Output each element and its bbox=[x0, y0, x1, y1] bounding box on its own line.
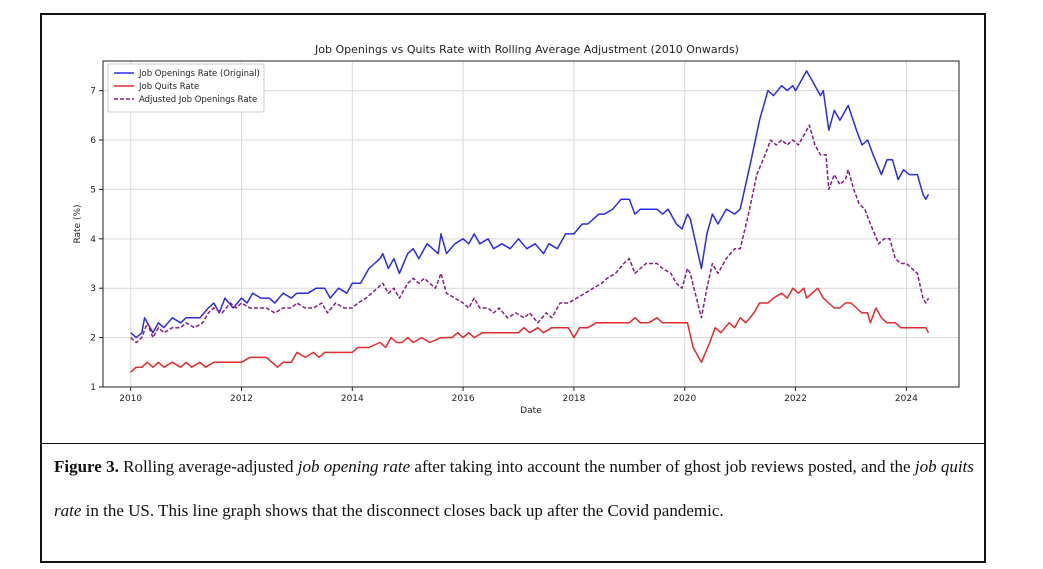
y-tick-label: 6 bbox=[90, 136, 96, 146]
line-chart: Job Openings vs Quits Rate with Rolling … bbox=[73, 43, 960, 416]
caption-italic-job-opening-rate: job opening rate bbox=[297, 457, 411, 476]
series-line-adjusted bbox=[130, 124, 930, 344]
y-tick-label: 5 bbox=[90, 185, 96, 195]
x-tick-label: 2012 bbox=[230, 394, 253, 404]
y-tick-label: 3 bbox=[90, 284, 96, 294]
caption-text-3: in the US. This line graph shows that th… bbox=[81, 500, 724, 520]
caption-text-1: Rolling average-adjusted bbox=[118, 457, 298, 476]
y-tick-label: 7 bbox=[90, 87, 96, 97]
y-tick-label: 4 bbox=[90, 235, 96, 245]
legend-label-quits: Job Quits Rate bbox=[138, 82, 199, 92]
legend: Job Openings Rate (Original) Job Quits R… bbox=[107, 63, 265, 113]
x-tick-label: 2014 bbox=[341, 394, 364, 404]
chart-title: Job Openings vs Quits Rate with Rolling … bbox=[314, 43, 739, 56]
x-tick-label: 2016 bbox=[452, 394, 475, 404]
series-line-original bbox=[130, 70, 930, 339]
x-tick-label: 2024 bbox=[895, 394, 918, 404]
x-tick-label: 2018 bbox=[562, 394, 585, 404]
x-axis-label: Date bbox=[520, 406, 542, 416]
series-line-quits bbox=[130, 287, 930, 373]
y-axis-label: Rate (%) bbox=[73, 204, 83, 243]
y-tick-label: 2 bbox=[90, 334, 96, 344]
axis-ticks: 2010 2012 2014 2016 2018 2020 2022 2024 1 2 3 4 5 6 7 bbox=[90, 87, 918, 404]
figure-frame: Job Openings vs Quits Rate with Rolling … bbox=[40, 13, 986, 563]
legend-box bbox=[107, 63, 265, 113]
caption-italic-job-quits-rate: job quits rate bbox=[54, 457, 974, 520]
caption-divider bbox=[42, 443, 984, 444]
grid-lines bbox=[103, 61, 959, 388]
x-tick-label: 2020 bbox=[673, 394, 696, 404]
legend-label-original: Job Openings Rate (Original) bbox=[138, 69, 260, 79]
figure-caption: Figure 3. Rolling average-adjusted job o… bbox=[54, 445, 974, 532]
plot-area-border bbox=[102, 60, 960, 388]
caption-text-2: after taking into account the number of … bbox=[410, 457, 915, 476]
x-tick-label: 2022 bbox=[784, 394, 807, 404]
legend-label-adjusted: Adjusted Job Openings Rate bbox=[139, 95, 257, 105]
figure-label: Figure 3. bbox=[54, 457, 119, 476]
series-lines bbox=[130, 70, 930, 373]
y-tick-label: 1 bbox=[90, 383, 96, 393]
x-tick-label: 2010 bbox=[119, 394, 142, 404]
